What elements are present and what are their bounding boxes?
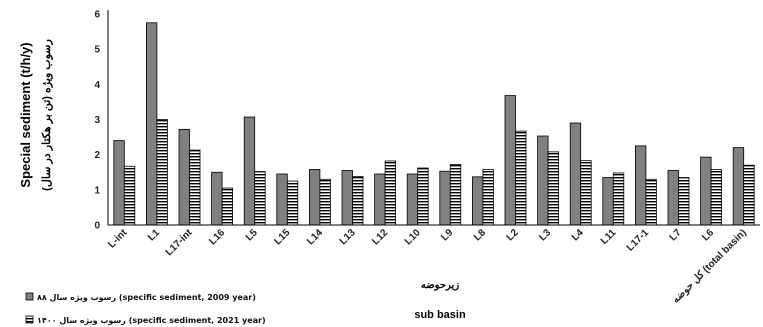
x-tick-label: L1 [146, 227, 162, 243]
x-tick-label: L17-int [164, 227, 195, 258]
bar-2021 [515, 130, 527, 226]
bar-2021 [156, 119, 168, 226]
bar-2021 [352, 176, 364, 226]
y-tick-label: 0 [94, 221, 100, 232]
bar-2021 [123, 165, 136, 226]
bar-2009 [113, 140, 125, 226]
bar-2009 [439, 170, 451, 226]
bar-2021 [417, 167, 429, 226]
legend-label-2021: رسوب ویژه سال ۱۴۰۰ (specific sediment, 2… [37, 316, 266, 325]
x-tick-label: L15 [272, 227, 292, 247]
y-tick-label: 3 [94, 115, 100, 126]
y-tick-label: 4 [94, 80, 100, 91]
bar-2009 [243, 116, 256, 226]
y-axis-title: Special sediment (t/h/y) [18, 42, 33, 187]
bar-2009 [732, 147, 745, 226]
bar-2009 [635, 145, 647, 226]
x-tick-label: L17-1 [625, 227, 652, 254]
y-axis: 0 1 2 3 4 5 6 [94, 10, 109, 232]
bar-2021 [743, 164, 755, 226]
bar-2021 [286, 180, 299, 226]
x-tick-label: L10 [403, 227, 423, 247]
bar-2009 [504, 95, 516, 226]
x-tick-label: L13 [338, 227, 358, 247]
bar-2009 [667, 170, 679, 226]
y-tick-label: 1 [94, 185, 100, 196]
y-tick-label: 2 [94, 150, 100, 161]
legend-swatch-2021 [25, 315, 34, 324]
x-tick-label: L12 [370, 227, 390, 247]
x-tick-label: L2 [505, 227, 521, 243]
x-tick-label: L6 [700, 227, 716, 243]
legend: رسوب ویژه سال ۸۸ (specific sediment, 200… [25, 292, 266, 325]
bar-2009 [308, 169, 321, 226]
bar-2021 [678, 177, 690, 226]
bar-2021 [189, 149, 201, 226]
x-axis-title: sub basin [414, 309, 466, 321]
x-tick-label: L11 [599, 227, 619, 247]
bar-2021 [384, 160, 397, 226]
y-tick-label: 6 [94, 10, 100, 21]
bar-2009 [145, 22, 158, 226]
x-tick-label: L3 [537, 227, 553, 243]
bar-2009 [211, 171, 223, 226]
bar-2009 [471, 176, 484, 226]
bar-2021 [612, 172, 625, 226]
x-tick-label: L8 [472, 227, 488, 243]
x-tick-label: L4 [570, 227, 586, 243]
bar-2021 [319, 178, 331, 226]
bar-2021 [580, 160, 592, 226]
bar-2021 [221, 187, 234, 226]
bar-2009 [537, 135, 549, 226]
legend-swatch-2009 [25, 292, 34, 301]
bar-2021 [254, 171, 266, 226]
x-tick-label: L16 [207, 227, 227, 247]
x-tick-label: L5 [244, 227, 260, 243]
bar-2021 [645, 178, 657, 226]
bar-2009 [374, 173, 386, 226]
x-tick-label: L-int [106, 227, 130, 251]
bar-2009 [341, 170, 353, 226]
legend-label-2009: رسوب ویژه سال ۸۸ (specific sediment, 200… [37, 293, 256, 302]
bar-2009 [406, 173, 419, 226]
x-tick-label: L7 [668, 227, 684, 243]
x-tick-label: L9 [439, 227, 455, 243]
bars [113, 22, 755, 226]
bar-2021 [710, 169, 722, 226]
bar-2009 [276, 173, 288, 226]
bar-2009 [602, 177, 614, 226]
bar-2009 [700, 156, 712, 226]
x-axis-title-fa: زیرحوضه [421, 280, 460, 291]
bar-2009 [178, 128, 190, 226]
bar-2009 [569, 122, 582, 226]
y-axis-title-fa: رسوب ویژه (تن بر هکتار در سال) [41, 39, 53, 191]
bar-2021 [449, 164, 462, 226]
x-tick-label: L14 [305, 227, 325, 247]
bar-2021 [547, 151, 559, 226]
y-tick-label: 5 [94, 45, 100, 56]
bar-2021 [482, 169, 494, 226]
